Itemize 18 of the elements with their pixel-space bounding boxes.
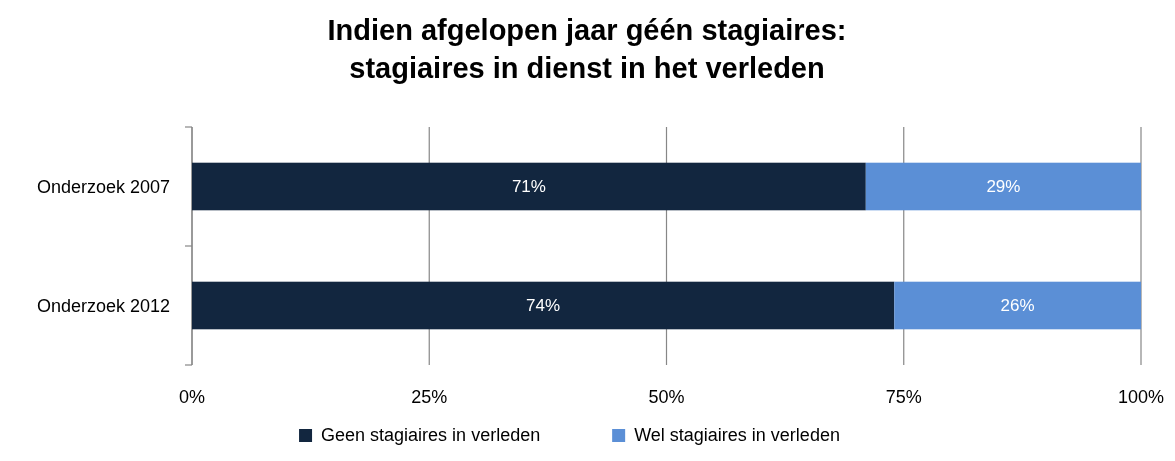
x-tick-label: 50% [648,387,685,407]
legend-label: Wel stagiaires in verleden [634,425,840,445]
bar [192,162,866,211]
data-label: 29% [986,177,1021,197]
x-tick-label: 75% [885,387,922,407]
bar [192,281,895,330]
y-tick-label: Onderzoek 2012 [36,295,170,316]
data-label: 26% [1000,296,1035,316]
legend-label: Geen stagiaires in verleden [321,425,541,445]
x-tick-label: 25% [411,387,448,407]
data-label: 74% [526,296,561,316]
x-tick-label: 0% [178,387,206,407]
x-tick-label: 100% [1117,387,1165,407]
chart-title: Indien afgelopen jaar géén stagiaires: stagiaires in dienst in het verleden [327,14,847,84]
bar [894,281,1141,330]
y-tick-label: Onderzoek 2007 [36,176,170,197]
data-label: 71% [511,177,546,197]
bar [865,162,1141,211]
